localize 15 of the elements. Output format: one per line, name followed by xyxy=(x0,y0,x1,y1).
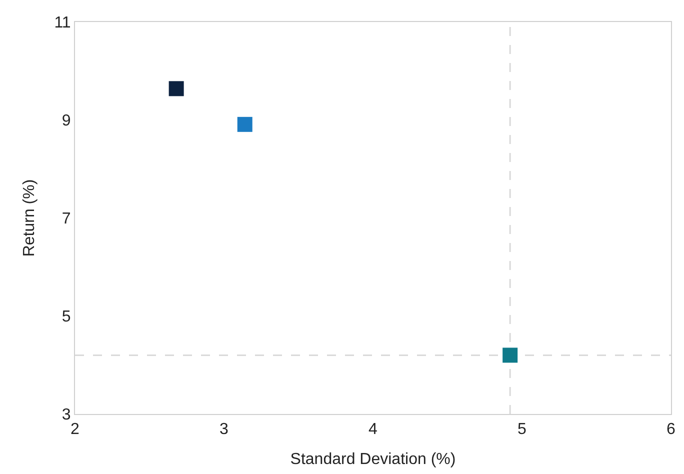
x-tick-label: 4 xyxy=(368,421,378,438)
y-tick-label: 7 xyxy=(62,210,71,228)
x-tick-label: 2 xyxy=(70,421,80,438)
point xyxy=(237,116,252,132)
y-tick-label: 3 xyxy=(62,406,71,424)
y-tick-label: 11 xyxy=(54,14,71,32)
x-tick-label: 6 xyxy=(666,421,676,438)
y-tick-label: 9 xyxy=(62,112,71,130)
point xyxy=(168,81,184,96)
y-tick-label: 5 xyxy=(62,308,71,326)
y-axis-title: Return (%) xyxy=(21,179,38,257)
x-tick-label: 3 xyxy=(220,421,229,438)
x-axis-title: Standard Deviation (%) xyxy=(290,450,456,468)
point xyxy=(502,348,518,363)
x-tick-label: 5 xyxy=(518,421,527,438)
